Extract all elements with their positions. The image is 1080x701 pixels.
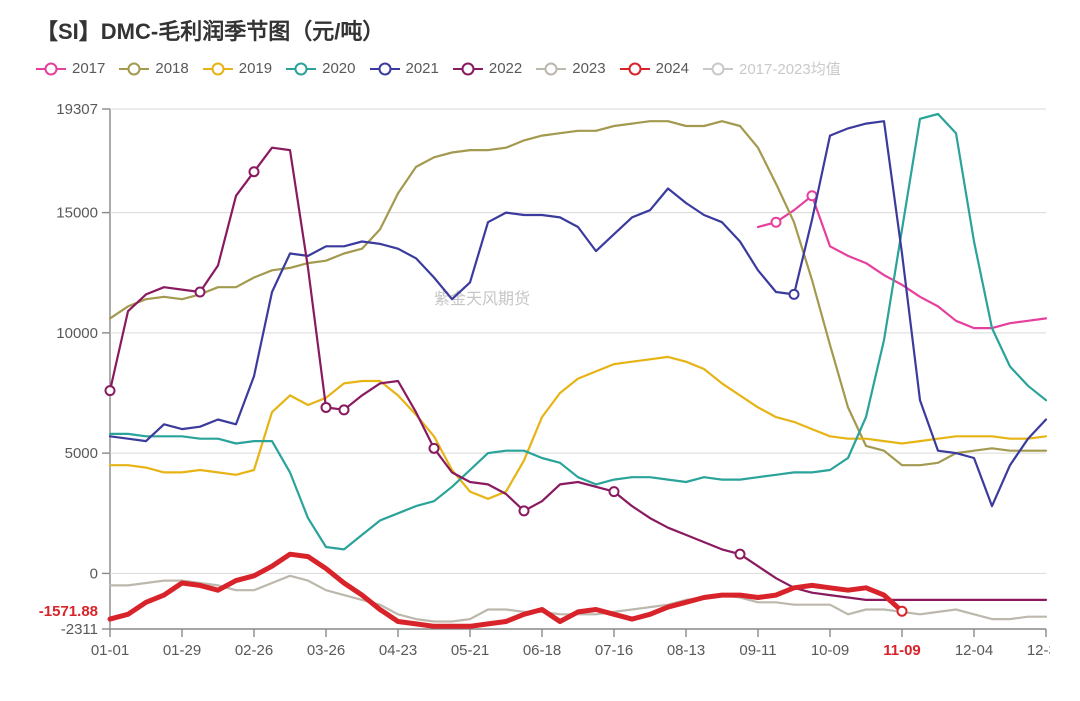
legend-item-2018[interactable]: 2018 (119, 60, 188, 77)
legend-swatch-icon (703, 62, 733, 76)
legend-label: 2024 (656, 60, 689, 77)
svg-text:09-11: 09-11 (739, 642, 776, 659)
legend-label: 2018 (155, 60, 188, 77)
legend-item-2019[interactable]: 2019 (203, 60, 272, 77)
legend-label: 2017-2023均值 (739, 58, 841, 79)
series-marker-2022 (610, 487, 619, 496)
svg-text:紫金天风期货: 紫金天风期货 (434, 290, 530, 308)
series-2020 (110, 114, 1046, 549)
legend-item-2017[interactable]: 2017 (36, 60, 105, 77)
svg-text:-2311: -2311 (61, 621, 98, 638)
series-marker-2022 (430, 444, 439, 453)
legend-swatch-icon (620, 62, 650, 76)
svg-text:10-09: 10-09 (811, 642, 849, 659)
legend-swatch-icon (286, 62, 316, 76)
legend-swatch-icon (536, 62, 566, 76)
chart-plot-area: -2311 0 5000 10000 15000 19307 -1571.88 01-01 01… (30, 99, 1050, 679)
series-marker-2017 (808, 191, 817, 200)
legend-label: 2020 (322, 60, 355, 77)
svg-text:02-26: 02-26 (235, 642, 273, 659)
svg-text:15000: 15000 (56, 205, 98, 222)
legend: 2017 2018 2019 2020 2021 2022 2023 2024 2017-202… (36, 58, 1060, 79)
svg-text:01-29: 01-29 (163, 642, 201, 659)
svg-text:19307: 19307 (56, 101, 98, 118)
series-marker-2022 (340, 405, 349, 414)
legend-label: 2019 (239, 60, 272, 77)
legend-swatch-icon (36, 62, 66, 76)
svg-text:08-13: 08-13 (667, 642, 705, 659)
series-2024 (110, 554, 902, 626)
series-marker-2024 (898, 607, 907, 616)
svg-text:03-26: 03-26 (307, 642, 345, 659)
legend-label: 2017 (72, 60, 105, 77)
svg-text:12-04: 12-04 (955, 642, 993, 659)
svg-text:11-09: 11-09 (883, 642, 921, 659)
legend-label: 2023 (572, 60, 605, 77)
legend-swatch-icon (453, 62, 483, 76)
svg-text:0: 0 (90, 565, 98, 582)
svg-text:05-21: 05-21 (451, 642, 489, 659)
legend-item-2024[interactable]: 2024 (620, 60, 689, 77)
series-marker-2022 (322, 403, 331, 412)
series-marker-2022 (196, 287, 205, 296)
legend-swatch-icon (203, 62, 233, 76)
legend-swatch-icon (370, 62, 400, 76)
legend-label: 2022 (489, 60, 522, 77)
svg-text:06-18: 06-18 (523, 642, 561, 659)
svg-text:04-23: 04-23 (379, 642, 417, 659)
chart-svg: -2311 0 5000 10000 15000 19307 -1571.88 01-01 01… (30, 99, 1050, 679)
series-2021 (110, 121, 1046, 506)
legend-item-2022[interactable]: 2022 (453, 60, 522, 77)
chart-title: 【SI】DMC-毛利润季节图（元/吨） (36, 14, 1060, 46)
svg-text:07-16: 07-16 (595, 642, 633, 659)
series-marker-2022 (736, 550, 745, 559)
legend-label: 2021 (406, 60, 439, 77)
series-2022 (110, 148, 1046, 600)
legend-item-2020[interactable]: 2020 (286, 60, 355, 77)
legend-item-2023[interactable]: 2023 (536, 60, 605, 77)
series-marker-2017 (772, 218, 781, 227)
legend-item-2021[interactable]: 2021 (370, 60, 439, 77)
series-marker-2021 (790, 290, 799, 299)
svg-text:12-31: 12-31 (1027, 642, 1050, 659)
chart-container: 【SI】DMC-毛利润季节图（元/吨） 2017 2018 2019 2020 2021… (0, 0, 1080, 701)
legend-item-2017-2023均值[interactable]: 2017-2023均值 (703, 58, 841, 79)
series-marker-2022 (250, 167, 259, 176)
legend-swatch-icon (119, 62, 149, 76)
svg-text:01-01: 01-01 (91, 642, 129, 659)
svg-text:5000: 5000 (65, 445, 98, 462)
series-marker-2022 (520, 506, 529, 515)
series-marker-2022 (106, 386, 115, 395)
svg-text:-1571.88: -1571.88 (39, 603, 98, 620)
svg-text:10000: 10000 (56, 325, 98, 342)
